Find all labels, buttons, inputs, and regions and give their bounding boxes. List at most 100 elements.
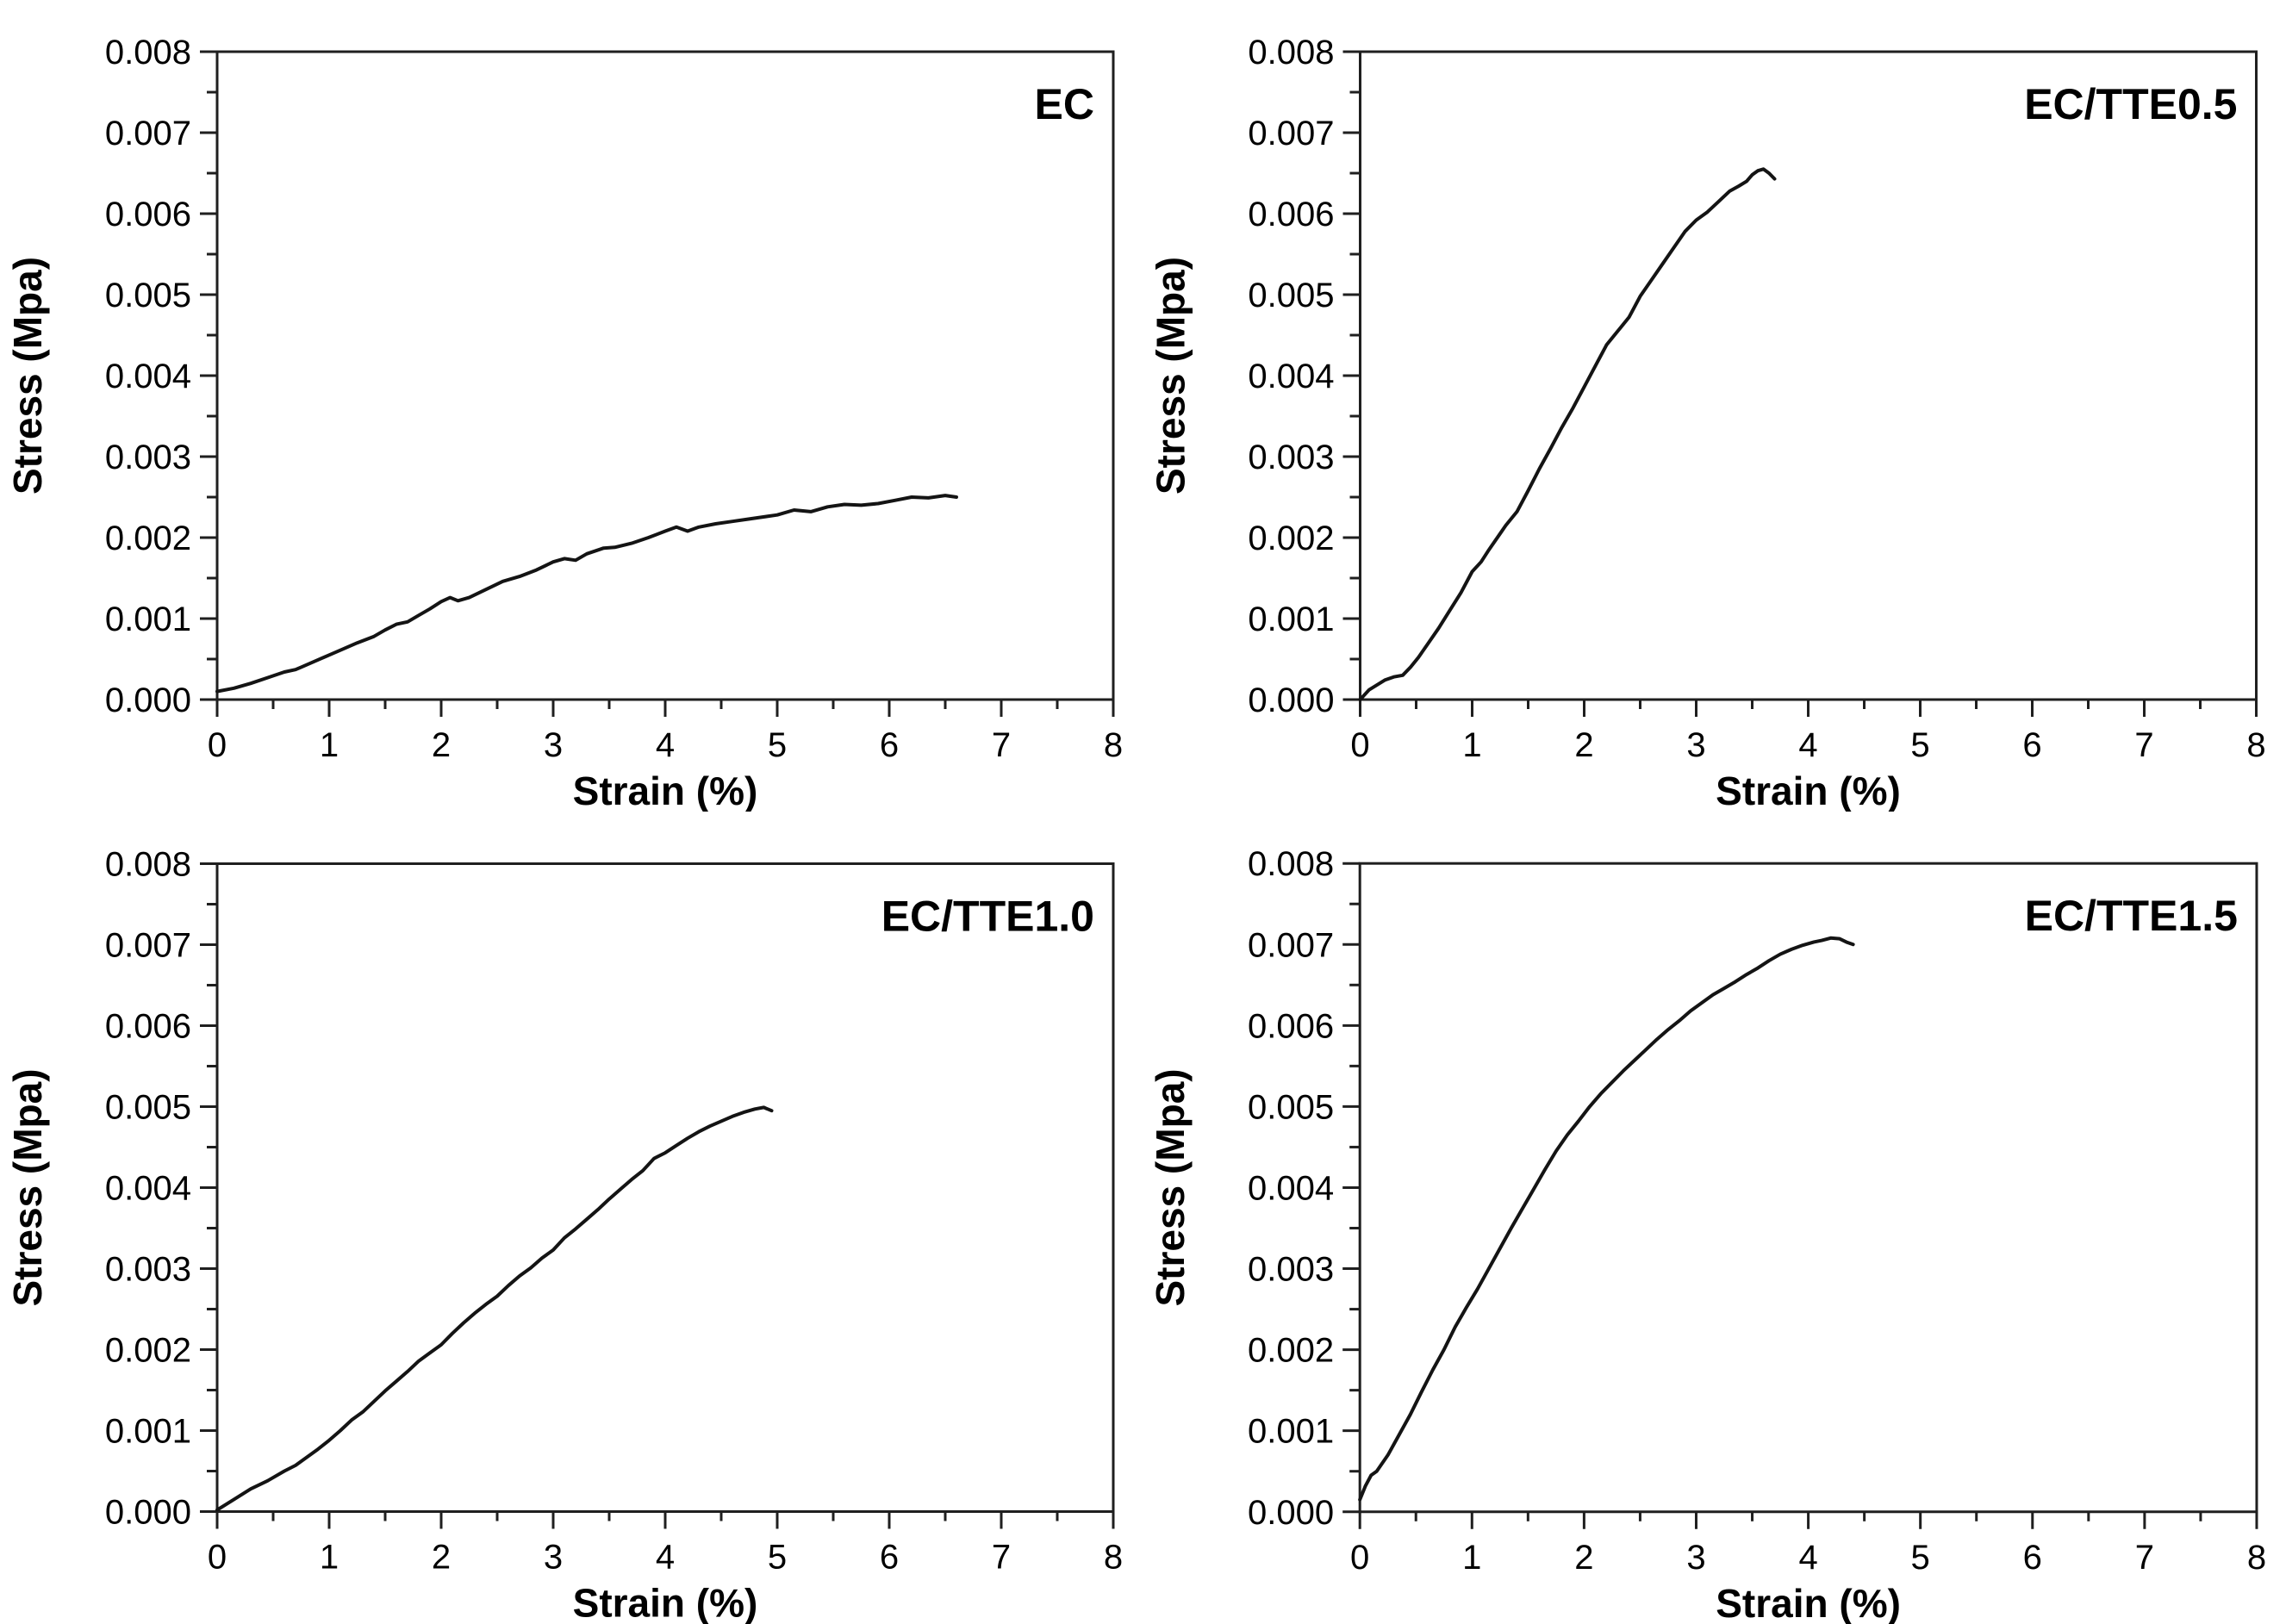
x-tick-label: 1 xyxy=(1462,726,1481,764)
chart-ec-tte10: 0 1 2 3 4 5 6 7 8 0.000 0.001 0.002 0.003 0.004 0.005 0… xyxy=(5,846,1123,1624)
x-tick-label: 3 xyxy=(544,726,563,764)
y-tick-label: 0.005 xyxy=(105,277,191,314)
x-tick-label: 5 xyxy=(1910,726,1929,764)
y-tick-label: 0.008 xyxy=(1248,845,1334,883)
x-tick-label: 4 xyxy=(656,726,675,764)
y-axis-title: Stress (Mpa) xyxy=(1148,1068,1193,1306)
x-tick-label: 4 xyxy=(1798,1539,1817,1577)
y-tick-label: 0.008 xyxy=(105,846,191,884)
chart-ec: 0 1 2 3 4 5 6 7 8 0.000 0.001 0.002 0.003 0.004 0.005 0… xyxy=(5,34,1123,812)
panel-ec-tte15: 0 1 2 3 4 5 6 7 8 0.000 0.001 0.002 0.003 0.004 0.005 0… xyxy=(1143,812,2286,1624)
y-tick-label: 0.005 xyxy=(1248,1088,1334,1126)
y-tick-label: 0.008 xyxy=(1248,34,1334,72)
x-tick-label: 7 xyxy=(992,1539,1011,1577)
x-tick-label: 6 xyxy=(880,726,899,764)
chart-ec-tte05: 0 1 2 3 4 5 6 7 8 0.000 0.001 0.002 0.003 0.004 0.005 0… xyxy=(1149,34,2266,812)
y-tick-label: 0.007 xyxy=(1248,115,1334,152)
x-tick-label: 1 xyxy=(1462,1539,1481,1577)
y-tick-label: 0.003 xyxy=(1248,439,1334,476)
y-axis-title: Stress (Mpa) xyxy=(5,1068,50,1306)
y-tick-label: 0.002 xyxy=(1248,520,1334,557)
x-tick-label: 2 xyxy=(1574,1539,1593,1577)
x-tick-label: 7 xyxy=(2134,726,2153,764)
y-tick-label: 0.006 xyxy=(1248,196,1334,233)
plot-box xyxy=(1359,50,2258,701)
y-tick-label: 0.004 xyxy=(1248,1169,1334,1207)
y-tick-label: 0.000 xyxy=(105,1494,191,1532)
x-tick-label: 4 xyxy=(1798,726,1817,764)
x-tick-label: 3 xyxy=(1686,1539,1705,1577)
x-tick-label: 3 xyxy=(544,1539,563,1577)
stress-strain-curve xyxy=(1358,936,1855,1502)
x-tick-label: 0 xyxy=(208,726,227,764)
stress-strain-curve xyxy=(215,1105,774,1512)
y-tick-label: 0.004 xyxy=(1248,358,1334,395)
x-tick-label: 2 xyxy=(432,726,451,764)
chart-ec-tte15: 0 1 2 3 4 5 6 7 8 0.000 0.001 0.002 0.003 0.004 0.005 0… xyxy=(1148,845,2266,1624)
y-axis-title: Stress (Mpa) xyxy=(1149,257,1193,495)
y-tick-label: 0.005 xyxy=(105,1089,191,1127)
y-tick-label: 0.000 xyxy=(105,681,191,719)
x-axis-title: Strain (%) xyxy=(573,1581,758,1624)
y-tick-label: 0.004 xyxy=(105,1170,191,1208)
x-tick-label: 0 xyxy=(1350,1539,1369,1577)
panel-label: EC/TTE1.5 xyxy=(2025,892,2238,940)
y-tick-label: 0.006 xyxy=(1248,1007,1334,1045)
y-tick-label: 0.001 xyxy=(1248,600,1334,638)
plot-box xyxy=(215,50,1115,701)
panel-ec-tte10: 0 1 2 3 4 5 6 7 8 0.000 0.001 0.002 0.003 0.004 0.005 0… xyxy=(0,812,1143,1624)
y-tick-label: 0.002 xyxy=(105,520,191,557)
x-tick-label: 8 xyxy=(2246,726,2265,764)
stress-strain-curve xyxy=(215,494,958,694)
x-axis-title: Strain (%) xyxy=(573,768,758,812)
x-tick-label: 1 xyxy=(320,726,339,764)
x-tick-label: 5 xyxy=(768,1539,787,1577)
x-axis-title: Strain (%) xyxy=(1716,1581,1901,1624)
y-tick-label: 0.000 xyxy=(1248,1494,1334,1532)
y-tick-label: 0.007 xyxy=(105,115,191,152)
y-tick-label: 0.007 xyxy=(1248,926,1334,964)
y-tick-label: 0.006 xyxy=(105,1008,191,1046)
plot-box xyxy=(1358,862,2258,1514)
x-tick-label: 0 xyxy=(1350,726,1369,764)
y-tick-label: 0.002 xyxy=(105,1332,191,1370)
y-tick-label: 0.004 xyxy=(105,358,191,395)
x-tick-label: 6 xyxy=(2023,1539,2042,1577)
x-tick-label: 8 xyxy=(1104,1539,1123,1577)
x-tick-label: 7 xyxy=(992,726,1011,764)
x-tick-label: 0 xyxy=(208,1539,227,1577)
x-tick-label: 5 xyxy=(1911,1539,1930,1577)
x-tick-label: 3 xyxy=(1686,726,1705,764)
y-tick-label: 0.005 xyxy=(1248,277,1334,314)
x-tick-label: 5 xyxy=(768,726,787,764)
panel-ec: 0 1 2 3 4 5 6 7 8 0.000 0.001 0.002 0.003 0.004 0.005 0… xyxy=(0,0,1143,812)
panel-label: EC xyxy=(1035,80,1094,128)
stress-strain-curve xyxy=(1358,167,1777,701)
y-tick-label: 0.003 xyxy=(1248,1251,1334,1289)
panel-ec-tte05: 0 1 2 3 4 5 6 7 8 0.000 0.001 0.002 0.003 0.004 0.005 0… xyxy=(1143,0,2286,812)
y-axis-title: Stress (Mpa) xyxy=(5,257,50,495)
x-tick-label: 2 xyxy=(432,1539,451,1577)
x-tick-label: 1 xyxy=(320,1539,339,1577)
x-tick-label: 8 xyxy=(2247,1539,2266,1577)
x-axis-title: Strain (%) xyxy=(1716,768,1901,812)
panel-label: EC/TTE0.5 xyxy=(2024,80,2237,128)
y-tick-label: 0.008 xyxy=(105,34,191,72)
y-tick-label: 0.001 xyxy=(105,600,191,638)
x-tick-label: 4 xyxy=(656,1539,675,1577)
y-tick-label: 0.006 xyxy=(105,196,191,233)
x-tick-label: 7 xyxy=(2135,1539,2154,1577)
y-tick-label: 0.007 xyxy=(105,927,191,965)
y-tick-label: 0.003 xyxy=(105,1251,191,1289)
plot-box xyxy=(215,862,1115,1513)
x-tick-label: 2 xyxy=(1574,726,1593,764)
y-tick-label: 0.001 xyxy=(1248,1413,1334,1451)
x-tick-label: 6 xyxy=(880,1539,899,1577)
panel-label: EC/TTE1.0 xyxy=(881,893,1094,941)
x-tick-label: 8 xyxy=(1104,726,1123,764)
x-tick-label: 6 xyxy=(2022,726,2041,764)
y-tick-label: 0.001 xyxy=(105,1413,191,1451)
y-tick-label: 0.000 xyxy=(1248,681,1334,719)
y-tick-label: 0.002 xyxy=(1248,1332,1334,1370)
